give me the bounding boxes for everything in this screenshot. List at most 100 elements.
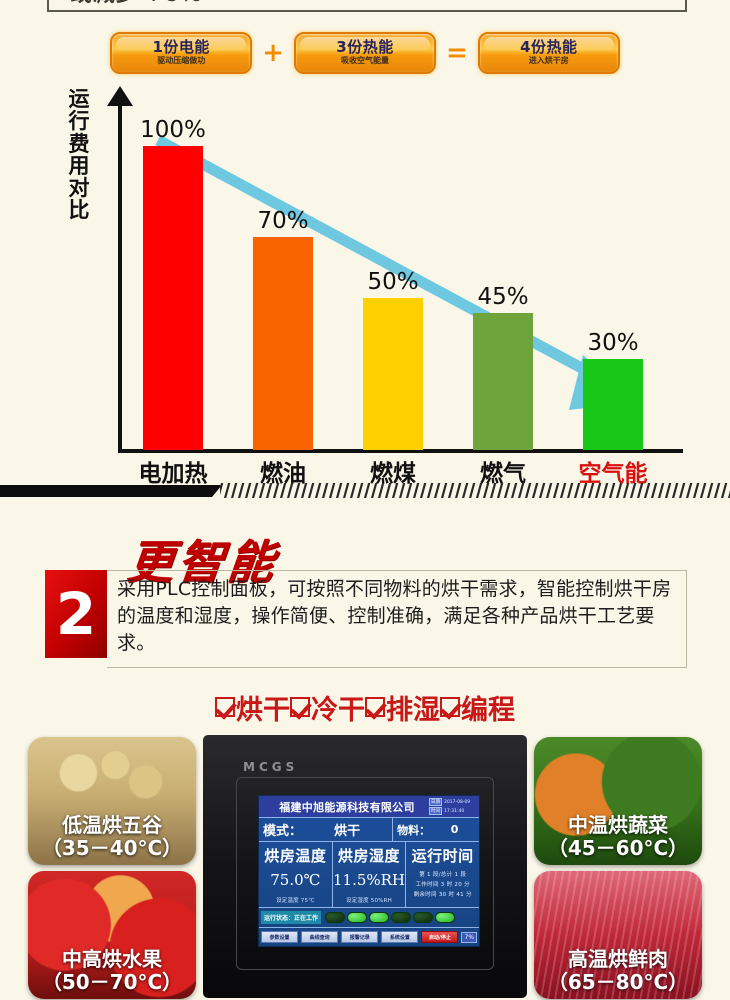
hmi-temp-value: 75.0℃ [270,871,321,889]
checkbox-checked-icon [365,697,385,717]
badge-main-label: 1份电能 [152,38,210,57]
tile-temp: （50－70°C） [41,970,183,995]
lamp-indicator-4 [413,912,434,923]
hmi-time-label: 时间 [429,807,442,815]
hmi-mode-cell[interactable]: 模式： 烘干 [259,818,394,841]
hmi-status-tag: 运行状态：正在工作 [261,911,322,924]
badge-sub-label: 驱动压缩做功 [157,55,206,65]
energy-formula-row: 1份电能 驱动压缩做功 + 3份热能 吸收空气能量 = 4份热能 进入烘干房 [0,28,730,78]
lamp-indicator-1 [347,912,368,923]
hmi-material-value: 0 [450,823,459,836]
hmi-button-parameters[interactable]: 参数设置 [261,931,299,943]
x-tick-label-1: 燃油 [260,461,306,487]
x-tick-label-4: 空气能 [578,461,648,487]
top-clipped-text: 或减少 70% [70,0,370,8]
hmi-company-name: 福建中旭能源科技有限公司 [279,800,415,814]
section-divider [0,483,730,498]
hmi-status-value: 正在工作 [294,915,319,922]
hmi-bezel [236,777,494,970]
hmi-humid-value: 11.5%RH [332,871,406,889]
bar-rect [583,359,643,450]
bar-slot-1: 70% [246,100,320,450]
section-number-badge: 2 [45,570,107,658]
hmi-temp-setpoint: 设定温度 75℃ [276,898,315,904]
x-axis-labels: 电加热 燃油 燃煤 燃气 空气能 [118,452,683,487]
tile-name: 高温烘鲜肉 [568,946,668,971]
section-number: 2 [55,580,97,648]
y-axis-label: 运行费用对比 [68,87,90,223]
badge-sub-label: 进入烘干房 [528,55,569,65]
bar-slot-2: 50% [356,100,430,450]
x-tick-label-0: 电加热 [138,461,208,487]
bar-value-label: 30% [587,330,639,356]
hmi-screen[interactable]: 福建中旭能源科技有限公司 日期 2017-08-09 时间 17:31:40 模… [258,795,480,947]
energy-badge-total-heat: 4份热能 进入烘干房 [477,32,620,74]
section-body-text: 采用PLC控制面板，可按照不同物料的烘干需求，智能控制烘干房的温度和湿度，操作简… [117,578,672,654]
feature-item-drying: 烘干 [215,688,290,727]
feature-checklist: 烘干 冷干 排湿 编程 [0,686,730,728]
bar-rect [473,313,533,450]
tile-caption: 中高烘水果 （50－70°C） [28,946,196,999]
hmi-progress-value: 7% [461,931,477,943]
hmi-humid-setpoint: 设定湿度 50%RH [346,898,392,904]
lamp-indicator-0 [325,912,346,923]
hmi-runtime-line-2: 剩余时间 30 时 41 分 [413,892,472,898]
hmi-brand-label: MCGS [243,760,299,774]
hmi-status-bar: 运行状态：正在工作 [259,908,479,928]
hmi-date-row: 日期 2017-08-09 [429,798,477,806]
checkbox-checked-icon [440,697,460,717]
bar-value-label: 45% [477,284,529,310]
checkbox-checked-icon [290,697,310,717]
hmi-temperature-panel: 烘房温度 75.0℃ 设定温度 75℃ [259,842,333,907]
feature-item-programming: 编程 [440,688,515,727]
feature-item-cold-drying: 冷干 [290,688,365,727]
x-axis-line [118,449,683,453]
y-axis-line [118,100,122,452]
checkbox-checked-icon [215,697,235,717]
hmi-title-bar: 福建中旭能源科技有限公司 日期 2017-08-09 时间 17:31:40 [259,796,479,818]
bar-slot-0: 100% [136,100,210,450]
lamp-indicator-5 [435,912,456,923]
gallery-tile-grain: 低温烘五谷 （35－40°C） [28,737,196,865]
hmi-button-system-settings[interactable]: 系统设置 [381,931,419,943]
tile-temp: （65－80°C） [547,970,689,995]
hmi-button-curve-query[interactable]: 曲线查询 [301,931,339,943]
feature-item-dehumidify: 排湿 [365,688,440,727]
bar-rect [363,298,423,450]
hmi-time-value: 17:31:40 [444,808,465,814]
hmi-button-alarm-log[interactable]: 报警记录 [341,931,379,943]
x-tick-label-2: 燃煤 [370,461,416,487]
hmi-button-start-stop[interactable]: 启动/停止 [421,931,459,943]
chart-bars: 100% 70% 50% 45% 30% [118,100,683,450]
hmi-runtime-lines: 第 1 段/总计 1 段 工作时间 3 时 20 分 剩余时间 30 时 41 … [414,870,472,898]
energy-badge-absorbed-heat: 3份热能 吸收空气能量 [294,32,436,74]
feature-label: 冷干 [311,694,365,726]
tile-temp: （35－40°C） [41,836,183,861]
hmi-readouts: 烘房温度 75.0℃ 设定温度 75℃ 烘房湿度 11.5%RH 设定湿度 50… [259,842,479,908]
badge-sub-label: 吸收空气能量 [341,55,389,65]
bar-value-label: 50% [367,269,419,295]
hmi-material-cell[interactable]: 物料： 0 [393,818,479,841]
hmi-status-label: 运行状态： [264,915,295,922]
tile-name: 中高烘水果 [62,946,162,971]
tile-temp: （45－60°C） [547,836,689,861]
hmi-button-bar: 参数设置 曲线查询 报警记录 系统设置 启动/停止 7% [259,928,479,946]
section-more-intelligent: 更智能 2 采用PLC控制面板，可按照不同物料的烘干需求，智能控制烘干房的温度和… [0,502,730,732]
hmi-runtime-panel: 运行时间 第 1 段/总计 1 段 工作时间 3 时 20 分 剩余时间 30 … [406,842,479,907]
hmi-mode-label: 模式： [263,824,303,839]
tile-name: 低温烘五谷 [62,812,162,837]
operator-plus: + [262,38,284,68]
operator-equals: = [446,38,468,68]
hmi-mode-row: 模式： 烘干 物料： 0 [259,818,479,842]
hmi-runtime-line-1: 工作时间 3 时 20 分 [415,882,470,888]
bottom-gallery: 低温烘五谷 （35－40°C） 中高烘水果 （50－70°C） 中温烘蔬菜 （4… [0,733,730,1000]
hmi-humidity-panel: 烘房湿度 11.5%RH 设定湿度 50%RH [333,842,407,907]
hmi-indicator-lamps [325,912,456,923]
feature-label: 排湿 [386,694,440,726]
tile-caption: 高温烘鲜肉 （65－80°C） [534,946,702,999]
hmi-date-label: 日期 [429,798,442,806]
top-clipped-box [47,0,687,12]
hmi-control-panel: MCGS 福建中旭能源科技有限公司 日期 2017-08-09 时间 17:31… [203,735,527,998]
bar-value-label: 70% [257,208,309,234]
lamp-indicator-3 [391,912,412,923]
